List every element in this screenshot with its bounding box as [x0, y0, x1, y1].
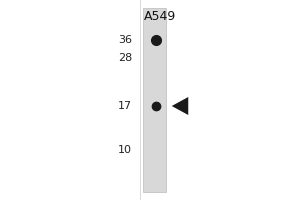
Text: 10: 10: [118, 145, 132, 155]
Text: 36: 36: [118, 35, 132, 45]
Text: A549: A549: [144, 10, 177, 23]
Bar: [143, 8, 166, 192]
Polygon shape: [172, 97, 188, 115]
Text: 28: 28: [118, 53, 132, 63]
Text: 17: 17: [118, 101, 132, 111]
